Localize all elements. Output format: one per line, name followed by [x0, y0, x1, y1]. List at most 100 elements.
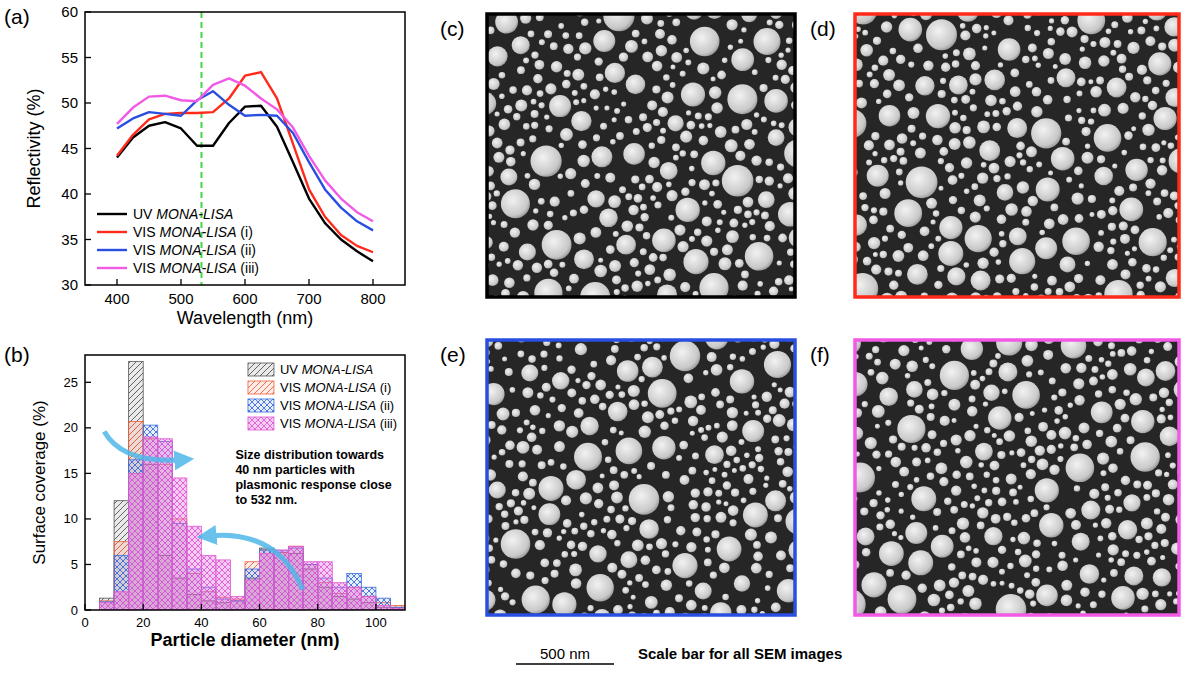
particle — [1148, 52, 1171, 75]
particle — [1105, 495, 1111, 501]
particle — [1066, 177, 1072, 183]
particle — [1047, 276, 1057, 286]
particle — [908, 125, 916, 133]
particle — [579, 42, 591, 54]
particle — [563, 44, 573, 54]
particle — [921, 443, 931, 453]
particle — [927, 472, 935, 480]
x-tick — [259, 604, 260, 610]
particle — [1048, 171, 1053, 176]
particle — [992, 110, 999, 117]
particle — [991, 31, 996, 36]
particle — [1093, 523, 1098, 528]
particle — [626, 75, 646, 95]
particle — [628, 604, 633, 609]
particle — [663, 74, 670, 81]
particle — [984, 427, 990, 433]
particle — [789, 287, 794, 292]
particle — [1131, 226, 1140, 235]
particle — [1044, 504, 1050, 510]
particle — [915, 405, 924, 414]
particle — [1096, 430, 1103, 437]
particle — [1094, 167, 1113, 186]
particle — [860, 507, 868, 515]
particle — [996, 340, 1022, 356]
particle — [1032, 87, 1042, 97]
particle — [701, 151, 725, 175]
particle — [1154, 107, 1177, 130]
particle — [780, 399, 790, 409]
particle — [880, 188, 891, 199]
particle — [656, 45, 667, 56]
particle — [764, 351, 791, 378]
particle — [593, 30, 615, 52]
sem-image — [855, 14, 1179, 297]
particle — [1021, 206, 1032, 217]
particle — [558, 23, 564, 29]
particle — [752, 401, 759, 408]
particle — [941, 63, 950, 72]
particle — [713, 200, 722, 209]
particle — [939, 186, 944, 191]
particle — [633, 128, 640, 135]
particle — [580, 492, 592, 504]
particle — [562, 551, 569, 558]
histogram-bar — [216, 560, 231, 610]
y-tick-label: 30 — [61, 276, 78, 293]
particle — [945, 163, 954, 172]
particle — [501, 592, 509, 600]
particle — [1009, 228, 1027, 246]
particle — [739, 439, 745, 445]
particle — [580, 523, 587, 530]
particle — [502, 356, 507, 361]
particle — [616, 438, 643, 465]
particle — [620, 471, 628, 479]
particle — [507, 499, 515, 507]
particle — [1059, 53, 1071, 65]
particle — [719, 257, 732, 270]
particle — [570, 209, 577, 216]
particle — [1043, 48, 1054, 59]
legend-label: VIS MONA-LISA (iii) — [280, 416, 397, 431]
particle — [1143, 76, 1151, 84]
legend-label: VIS MONA-LISA (i) — [280, 380, 391, 395]
particle — [1013, 499, 1019, 505]
particle — [642, 52, 653, 63]
particle — [749, 461, 756, 468]
particle — [975, 443, 993, 461]
particle — [517, 139, 525, 147]
particle — [523, 123, 530, 130]
particle — [1064, 281, 1075, 292]
particle — [549, 397, 555, 403]
particle — [732, 126, 740, 134]
scale-bar-caption: Scale bar for all SEM images — [638, 645, 842, 662]
particle — [709, 191, 715, 197]
particle — [562, 32, 569, 39]
particle — [784, 275, 794, 285]
particle — [869, 216, 878, 225]
particle — [676, 406, 682, 412]
particle — [524, 420, 530, 426]
histogram-bar — [230, 596, 245, 610]
x-tick — [180, 279, 181, 285]
particle — [927, 413, 935, 421]
particle — [933, 210, 940, 217]
particle — [494, 342, 502, 350]
particle — [488, 201, 497, 210]
legend-label: VIS MONA-LISA (iii) — [133, 260, 259, 276]
particle — [743, 502, 768, 527]
particle — [755, 410, 761, 416]
particle — [1142, 264, 1151, 273]
particle — [539, 39, 545, 45]
particle — [1110, 239, 1116, 245]
particle — [864, 140, 874, 150]
particle — [979, 140, 1000, 161]
particle — [983, 385, 999, 401]
particle — [543, 528, 552, 537]
particle — [861, 572, 886, 597]
particle — [863, 257, 872, 266]
particle — [777, 164, 784, 171]
particle — [701, 502, 711, 512]
particle — [606, 245, 615, 254]
particle — [1133, 552, 1140, 559]
